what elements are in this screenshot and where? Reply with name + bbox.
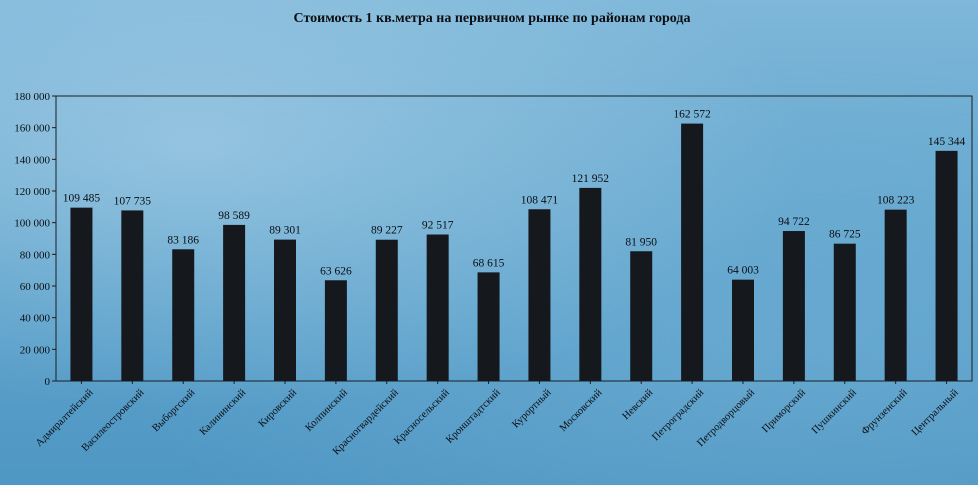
bar [782,231,805,381]
bar [274,239,296,381]
bar-value-label: 92 517 [422,220,454,232]
plot-border [55,95,973,382]
bar-value-label: 86 725 [829,229,861,241]
x-category-label: Пушкинский [810,387,859,436]
bar [884,209,907,381]
x-category-label: Колпинский [304,387,351,434]
plot-area [55,95,973,382]
y-tick-label: 160 000 [14,123,50,135]
y-tick-label: 140 000 [14,154,50,166]
x-category-label: Центральный [910,387,961,438]
bar-value-label: 89 227 [371,225,403,237]
x-category-label: Кронштадтский [444,387,503,446]
bar-value-label: 108 471 [521,194,559,206]
bar-value-label: 162 572 [673,109,711,121]
bar [833,243,856,381]
bar-value-label: 108 223 [877,195,915,207]
bar-value-label: 81 950 [625,236,657,248]
bar [630,251,653,381]
y-tick-label: 120 000 [14,186,50,198]
x-category-label: Невский [621,387,656,422]
y-tick-label: 0 [45,376,51,388]
bar-value-label: 121 952 [572,173,610,185]
bar [324,280,347,381]
y-tick-label: 180 000 [14,91,50,103]
bar [172,249,195,381]
bar-value-label: 107 735 [114,195,152,207]
bar [477,272,500,381]
y-tick-label: 20 000 [20,344,51,356]
x-category-label: Курортный [510,387,553,430]
bars [70,123,958,381]
bar [579,187,602,381]
bar-value-label: 145 344 [928,136,966,148]
bar [681,123,704,381]
x-category-label: Выборгский [151,387,198,434]
bar [528,209,551,381]
value-labels: 109 485 107 735 83 186 98 589 89 301 63 626 89… [63,109,966,278]
bar [70,207,93,381]
bar [426,234,449,381]
chart-title: Стоимость 1 кв.метра на первичном рынке … [294,11,691,26]
bar-value-label: 63 626 [320,265,352,277]
bar-value-label: 64 003 [727,265,759,277]
bar [375,239,398,381]
bar [732,279,754,381]
bar [121,210,144,381]
y-tick-label: 40 000 [20,313,51,325]
x-category-label: Кировский [257,387,300,430]
bar-value-label: 98 589 [218,210,250,222]
y-tick-label: 100 000 [14,218,50,230]
x-category-label: Московский [558,387,605,434]
bar [935,150,958,381]
y-tick-label: 80 000 [20,249,51,261]
bar-value-label: 83 186 [167,234,199,246]
x-category-label: Фрунзенский [860,387,910,437]
x-category-label: Приморский [760,387,808,435]
x-category-label: Калининский [198,387,249,438]
bar [223,224,246,381]
bar-value-label: 89 301 [269,225,301,237]
bar-value-label: 94 722 [778,216,810,228]
y-axis: 0 20 000 40 000 60 000 80 000 100 000 120 000 1… [14,91,56,388]
bar-value-label: 109 485 [63,193,101,205]
y-tick-label: 60 000 [20,281,51,293]
x-category-label: Петроградский [650,387,706,443]
bar-value-label: 68 615 [473,257,505,269]
